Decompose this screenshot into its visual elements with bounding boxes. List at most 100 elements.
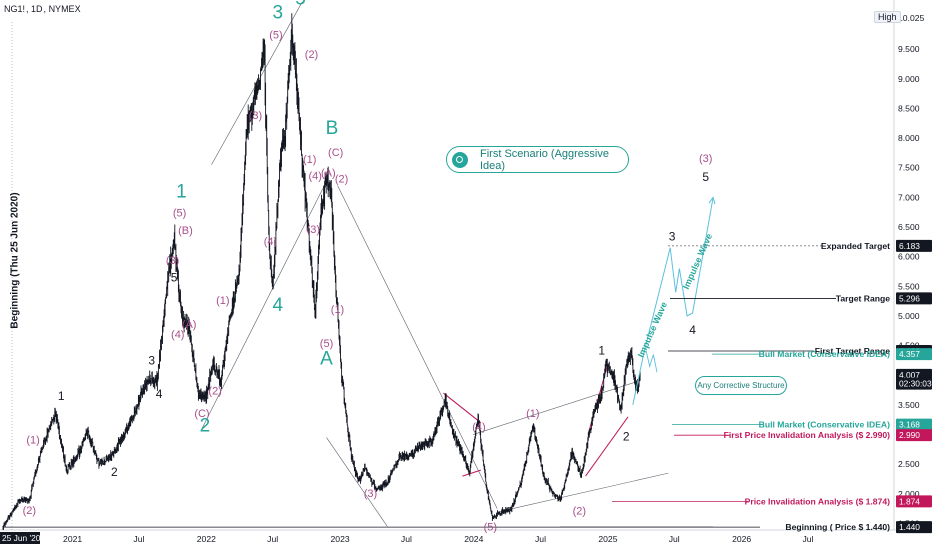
wave-label: (C): [194, 408, 209, 420]
wave-label: 4: [689, 323, 696, 337]
wave-label: B: [326, 118, 339, 139]
wave-label: (1): [216, 295, 229, 307]
bull-market-upper-label: Bull Market (Conservative IDEA): [759, 349, 890, 359]
wave-label: (3): [307, 224, 320, 236]
price-tag-label: 1.440: [899, 522, 920, 532]
wave-label: 3: [148, 354, 155, 368]
start-date-label: 25 Jun '20: [2, 533, 41, 543]
downtrend-channel-lower: [326, 437, 388, 527]
time-axis[interactable]: 25 Jun '20 2021 Jul 2022 Jul 2023 Jul 2024 Jul 20…: [0, 532, 814, 544]
time-tick-label: Jul: [802, 534, 813, 544]
projection-arrowhead: [708, 196, 716, 205]
price-tag-label: 1.874: [899, 496, 920, 506]
wave-label: (5): [320, 338, 333, 350]
scenario-callout: First Scenario (Aggressive Idea): [446, 146, 629, 173]
symbol-info[interactable]: NG1!, 1D, NYMEX: [4, 4, 81, 14]
wave-label: (1): [26, 434, 39, 446]
first-invalidation-label: First Price Invalidation Analysis ($ 2.9…: [724, 430, 891, 440]
wedge-upper-line: [443, 392, 482, 424]
price-tag-box: [896, 495, 932, 508]
horizontal-levels: Expanded Target Target Range First Target …: [560, 241, 890, 532]
corrective-projection-line: [645, 350, 658, 373]
time-tick-label: 2024: [464, 534, 483, 544]
price-tag-label: 6.183: [899, 241, 920, 251]
price-tag-box: [896, 418, 932, 431]
price-tag-box: [896, 239, 932, 252]
wave-label: (B): [178, 225, 193, 237]
price-tag-box: [896, 429, 932, 442]
wave-label: (4): [472, 421, 485, 433]
price-axis[interactable]: 10.025 9.500 9.000 8.500 8.000 7.500 7.000 6.50…: [896, 13, 932, 534]
bull-market-lower-label: Bull Market (Conservative IDEA): [759, 420, 890, 430]
price-tag-label: 5.296: [899, 293, 920, 303]
price-tag-box: [896, 377, 932, 390]
price-tick-label: 8.500: [898, 103, 920, 113]
time-tick-label: Jul: [669, 534, 680, 544]
expanded-target-label: Expanded Target: [821, 241, 890, 251]
price-tick-label: 6.500: [898, 222, 920, 232]
time-tick-label: 2023: [331, 534, 350, 544]
wave-label: (4): [308, 171, 321, 183]
wave-label: 5: [295, 0, 306, 10]
downtrend-line: [337, 185, 498, 509]
wave-label: (2): [208, 385, 221, 397]
wave-label: (2): [305, 49, 318, 61]
price-tick-label: 7.000: [898, 192, 920, 202]
price-tick-label: 10.025: [898, 13, 925, 23]
price-tag-label: 3.168: [899, 420, 920, 430]
beginning-vertical-label: Beginning (Thu 25 Jun 2020): [9, 192, 21, 329]
wave-label: (5): [484, 522, 497, 534]
time-tick-label: Jul: [133, 534, 144, 544]
time-tick-label: 2022: [197, 534, 216, 544]
symbol-exchange: NYMEX: [48, 4, 81, 14]
wave-label: (5): [173, 207, 186, 219]
start-date-box: [0, 532, 40, 544]
wave-label: (1): [526, 408, 539, 420]
price-tick-label: 9.000: [898, 74, 920, 84]
trend-channel-lower: [201, 188, 324, 429]
wave-label: 3: [669, 230, 676, 244]
price-tag-label: 4.007: [899, 370, 920, 380]
wave-labels: (1)(2)12345(3)(B)(5)1(4)(A)(2)(C)2(1)(3)…: [23, 0, 713, 534]
wave-label: (4): [264, 236, 277, 248]
wave-label: (C): [328, 147, 343, 159]
rising-wedge-lower: [585, 416, 629, 477]
target-range-label: Target Range: [836, 293, 890, 303]
price-tick-label: 5.000: [898, 311, 920, 321]
wave-label: (1): [331, 304, 344, 316]
target-icon: [452, 151, 468, 168]
time-tick-label: 2026: [732, 534, 751, 544]
wave-label: 1: [58, 389, 65, 403]
price-tag-box: [896, 521, 932, 534]
time-tick-label: Jul: [401, 534, 412, 544]
base-channel-upper: [472, 380, 639, 435]
price-tick-label: 3.500: [898, 400, 920, 410]
base-channel-lower: [499, 472, 669, 512]
wave-label: (3): [699, 153, 712, 165]
wave-label: 1: [176, 181, 187, 202]
wave-label: (4): [171, 329, 184, 341]
wave-label: 5: [171, 271, 178, 285]
wave-label: (2): [335, 174, 348, 186]
wave-label: 4: [273, 295, 284, 316]
wave-label: (2): [23, 505, 36, 517]
wave-label: (3): [364, 488, 377, 500]
price-tag-label: 02:30:03: [899, 379, 932, 389]
price-tick-label: 7.500: [898, 163, 920, 173]
price-tag-box: [896, 348, 932, 361]
wave-label: 2: [200, 416, 211, 437]
beginning-price-label: Beginning ( Price $ 1.440): [785, 522, 890, 532]
price-tag-label: 4.357: [899, 349, 920, 359]
price-tick-label: 2.500: [898, 459, 920, 469]
high-label: High: [874, 11, 901, 23]
price-tag-label: 2.990: [899, 430, 920, 440]
price-tick-label: 5.500: [898, 281, 920, 291]
price-tag-box: [896, 292, 932, 305]
price-tick-label: 8.000: [898, 133, 920, 143]
wave-label: (3): [249, 110, 262, 122]
wave-label: 3: [273, 2, 284, 23]
wave-label: (3): [166, 255, 179, 267]
time-tick-label: Jul: [267, 534, 278, 544]
wave-label: 4: [156, 387, 163, 401]
